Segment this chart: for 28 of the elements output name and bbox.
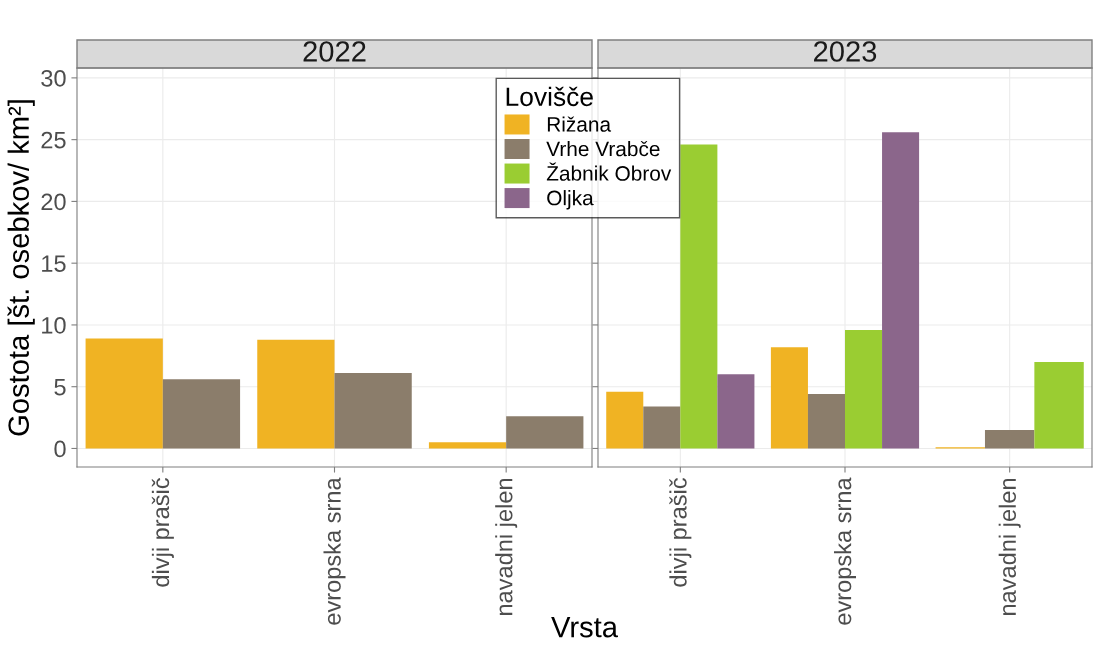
y-tick-label: 30 <box>41 69 66 87</box>
bar <box>506 416 584 449</box>
y-tick-label: 5 <box>54 379 66 396</box>
y-tick-label: 0 <box>54 440 66 458</box>
bar <box>334 373 412 449</box>
legend-label: Žabnik Obrov <box>546 162 672 181</box>
x-tick-label: divji prašič <box>669 478 692 587</box>
y-tick-label: 20 <box>41 193 66 211</box>
x-tick-label: evropska srna <box>323 477 346 625</box>
legend-label: Vrhe Vrabče <box>546 140 660 157</box>
bar <box>85 338 163 449</box>
x-axis-title: Vrsta <box>551 617 618 638</box>
x-tick-label: divji prašič <box>151 478 174 587</box>
bar <box>162 379 241 449</box>
x-tick-label: evropska srna <box>833 477 857 625</box>
x-tick-label: navadni jelen <box>998 478 1021 615</box>
y-axis-title: Gostota [št. osebkov/ km²] <box>7 100 35 436</box>
legend-label: Rižana <box>547 116 612 132</box>
bar <box>428 442 507 449</box>
chart-title: 2022 <box>303 41 366 62</box>
chart-title: 2023 <box>814 41 877 62</box>
y-tick-label: 25 <box>41 131 66 149</box>
legend-label: Oljka <box>547 190 594 210</box>
bar <box>257 339 335 449</box>
legend-title: Lovišče <box>506 86 593 107</box>
y-tick-label: 10 <box>42 317 66 334</box>
x-tick-label: navadni jelen <box>495 478 518 615</box>
y-tick-label: 15 <box>42 255 66 272</box>
